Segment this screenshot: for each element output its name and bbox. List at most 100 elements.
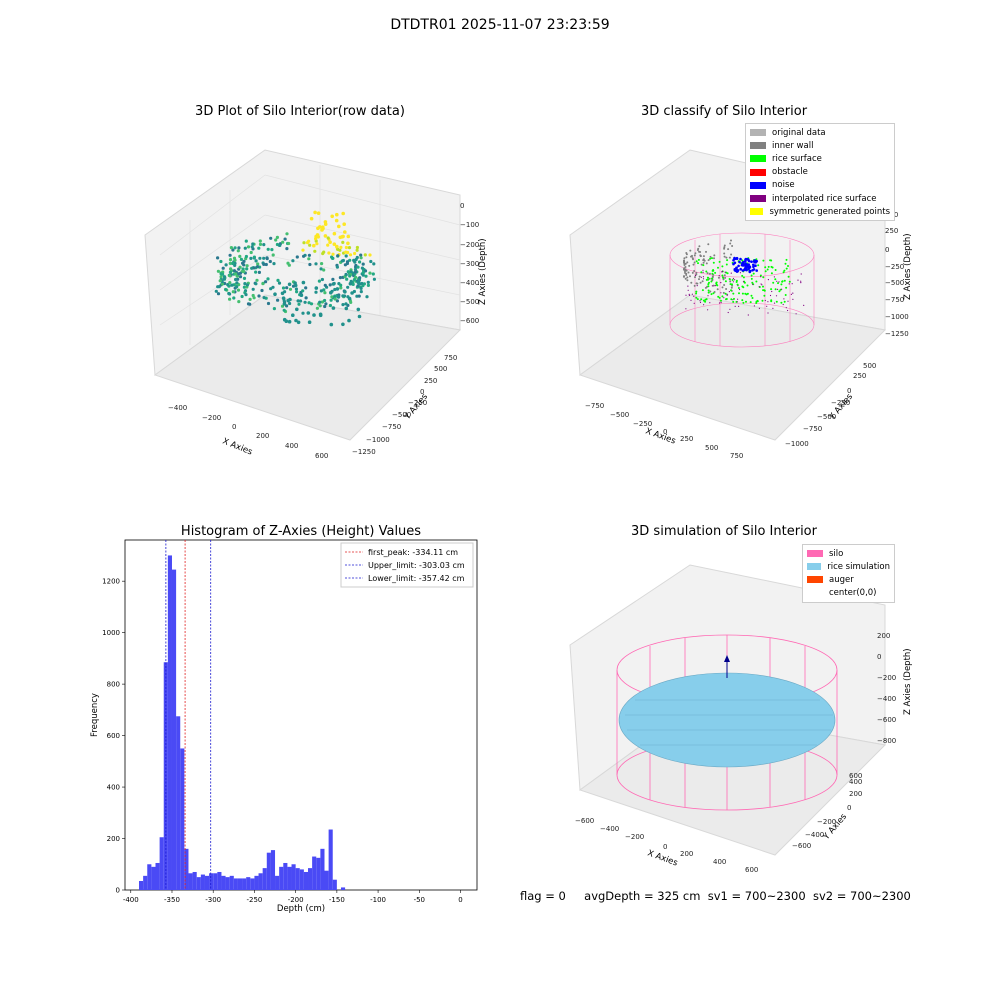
- legend-entry: silo: [807, 547, 890, 560]
- data-point: [257, 270, 261, 274]
- data-point: [355, 245, 359, 250]
- classify-legend: original data inner wall rice surface obsta…: [745, 123, 895, 222]
- inner-wall-point: [684, 262, 687, 265]
- inner-wall-point: [685, 274, 688, 276]
- rice-surface-point: [751, 281, 754, 284]
- data-point: [328, 240, 332, 244]
- interpolated-point: [693, 295, 695, 297]
- data-point: [228, 261, 232, 265]
- data-point: [359, 253, 363, 257]
- z-tick: −400: [460, 279, 479, 287]
- inner-wall-point: [728, 256, 731, 259]
- avg-depth-text: avgDepth = 325 cm: [584, 889, 701, 903]
- x-tick-label: -250: [246, 896, 262, 904]
- histogram-bar: [324, 870, 329, 890]
- rice-surface-point: [711, 272, 714, 275]
- x-tick: 750: [730, 452, 743, 460]
- interpolated-point: [724, 271, 726, 273]
- data-point: [324, 302, 328, 306]
- data-point: [280, 304, 285, 308]
- data-point: [305, 241, 310, 245]
- interpolated-point: [718, 275, 720, 277]
- data-point: [238, 265, 242, 269]
- data-point: [291, 284, 296, 288]
- inner-wall-point: [683, 261, 685, 264]
- data-point: [330, 295, 334, 299]
- interpolated-point: [730, 272, 732, 274]
- data-point: [232, 296, 236, 300]
- rice-surface-point: [762, 259, 765, 262]
- data-point: [323, 234, 328, 238]
- noise-point: [752, 260, 756, 263]
- sv2-text: sv2 = 700~2300: [812, 889, 911, 903]
- rice-surface-point: [695, 292, 698, 295]
- rice-surface-point: [785, 286, 788, 289]
- data-point: [226, 283, 230, 287]
- inner-wall-point: [723, 284, 726, 286]
- histogram-bar: [155, 862, 160, 890]
- rice-surface-point: [750, 274, 753, 277]
- point-cloud: [214, 210, 376, 327]
- interpolated-point: [732, 281, 734, 283]
- data-point: [220, 282, 224, 286]
- interpolated-point: [760, 283, 762, 285]
- data-point: [361, 271, 365, 275]
- z-axis-label: Z Axies (Depth): [478, 238, 488, 305]
- inner-wall-point: [692, 258, 694, 261]
- rice-surface-point: [712, 269, 715, 271]
- legend-label: interpolated rice surface: [772, 193, 877, 204]
- legend-swatch: [750, 181, 766, 189]
- y-tick: 0: [420, 388, 424, 396]
- data-point: [320, 262, 324, 266]
- data-point: [234, 272, 238, 276]
- rice-surface-point: [741, 292, 744, 295]
- inner-wall-point: [684, 277, 687, 280]
- data-point: [344, 302, 348, 306]
- inner-wall-point: [723, 244, 726, 247]
- data-point: [338, 276, 342, 280]
- data-point: [331, 306, 336, 310]
- data-point: [231, 290, 235, 294]
- inner-wall-point: [702, 261, 705, 264]
- inner-wall-point: [687, 271, 690, 274]
- inner-wall-point: [723, 246, 726, 249]
- data-point: [344, 254, 348, 258]
- rice-surface-point: [750, 277, 753, 280]
- data-point: [287, 282, 292, 287]
- data-point: [260, 288, 264, 293]
- rice-surface-point: [717, 295, 720, 298]
- inner-wall-point: [693, 261, 696, 264]
- data-point: [313, 249, 317, 253]
- z-tick: −300: [460, 260, 479, 268]
- data-point: [214, 289, 218, 293]
- inner-wall-point: [702, 255, 705, 258]
- y-tick-label: 1200: [102, 578, 120, 586]
- histogram-bar: [209, 873, 214, 890]
- legend-entry: symmetric generated points: [750, 205, 890, 218]
- data-point: [302, 241, 306, 245]
- rice-surface-point: [712, 261, 715, 264]
- rice-surface-point: [724, 280, 727, 283]
- interpolated-point: [707, 295, 709, 297]
- histogram-bar: [279, 866, 284, 890]
- data-point: [346, 241, 350, 246]
- histogram-bar: [291, 864, 296, 890]
- data-point: [228, 253, 232, 257]
- data-point: [372, 262, 376, 266]
- data-point: [295, 290, 299, 294]
- data-point: [334, 218, 339, 223]
- data-point: [281, 286, 286, 290]
- data-point: [243, 246, 247, 250]
- rice-surface-point: [726, 259, 729, 262]
- rice-surface-point: [711, 257, 713, 260]
- histogram-bar: [332, 879, 337, 890]
- rice-surface-point: [707, 285, 710, 288]
- simulation-3d-plot: −600 −400 −200 0 200 400 600 −600 −400 −…: [569, 564, 913, 874]
- data-point: [348, 253, 353, 257]
- data-point: [256, 262, 260, 266]
- legend-entry: interpolated rice surface: [750, 192, 890, 205]
- data-point: [314, 262, 318, 266]
- legend-entries: original data inner wall rice surface obsta…: [750, 126, 890, 218]
- data-point: [245, 267, 249, 271]
- center-marker: [724, 655, 730, 662]
